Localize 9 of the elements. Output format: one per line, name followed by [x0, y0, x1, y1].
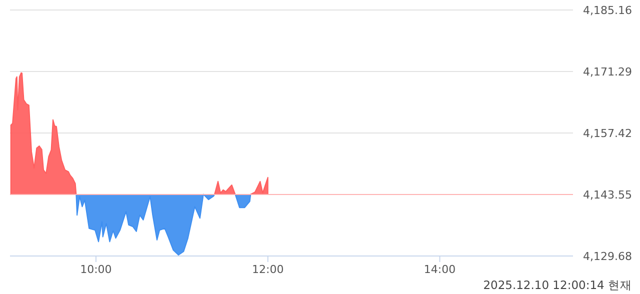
y-tick-label: 4,157.42	[583, 127, 632, 140]
x-tick-label: 14:00	[424, 263, 456, 276]
y-tick-label: 4,129.68	[583, 250, 632, 263]
text: 2025.12.10 12:00:14 현재	[483, 278, 632, 292]
x-tick-label: 12:00	[252, 263, 284, 276]
y-tick-label: 4,143.55	[583, 188, 632, 202]
x-tick-label: 10:00	[80, 263, 112, 276]
y-tick-label: 4,185.16	[583, 4, 632, 17]
y-tick-label: 4,171.29	[583, 66, 632, 78]
